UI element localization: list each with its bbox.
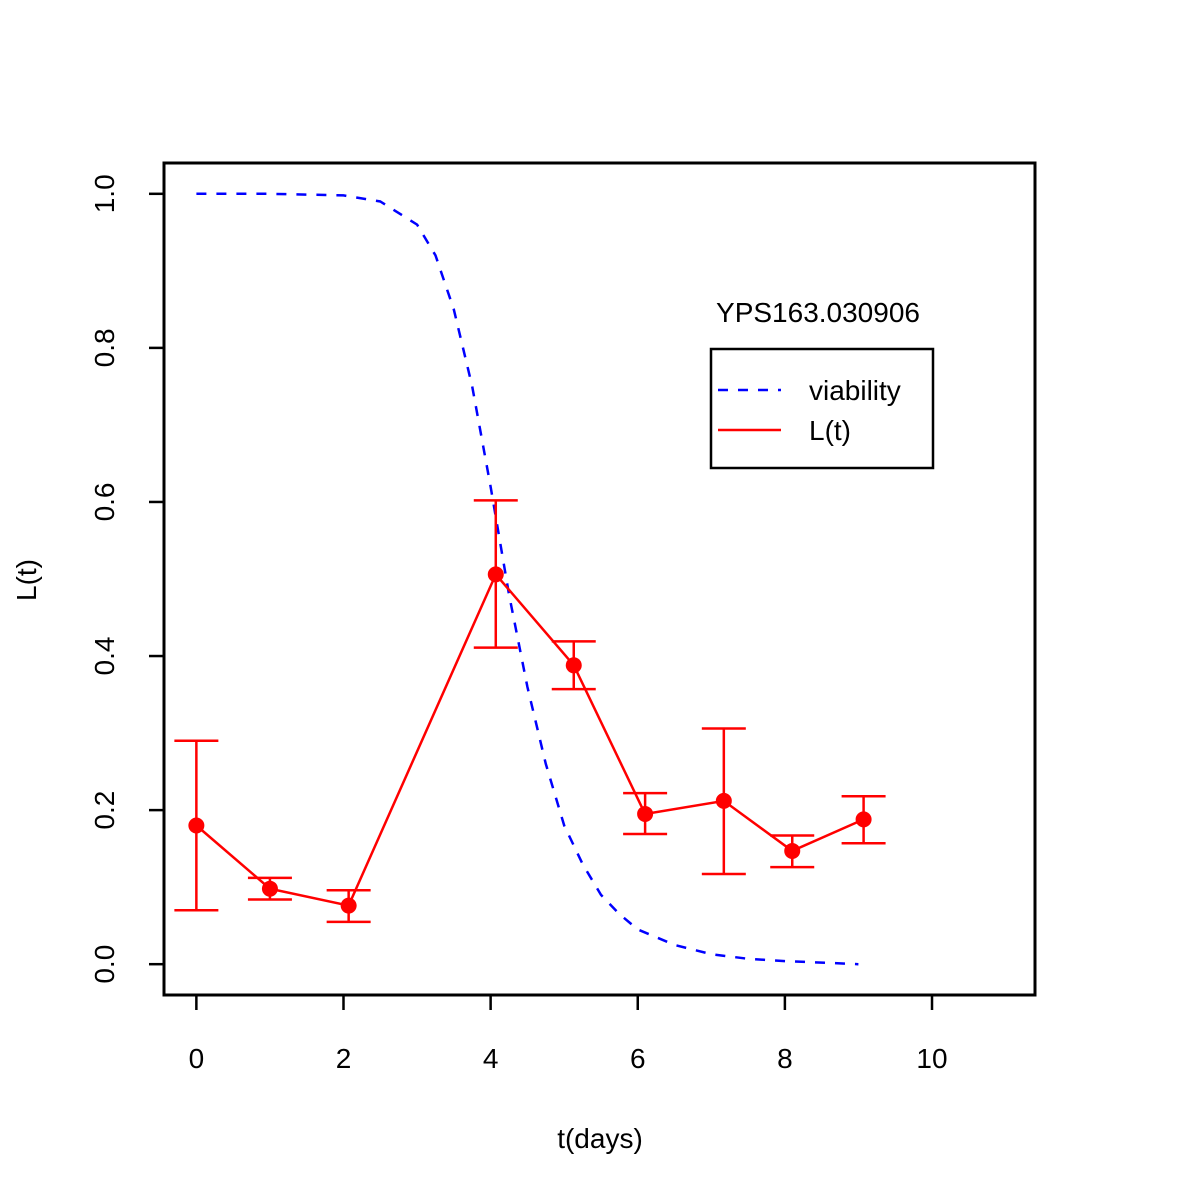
data-point <box>188 817 205 834</box>
series-lt <box>174 499 886 924</box>
data-point <box>487 566 504 583</box>
x-tick-label: 4 <box>483 1043 499 1074</box>
legend-box <box>709 347 935 470</box>
y-axis-title: L(t) <box>11 559 42 601</box>
legend-label-viability: viability <box>809 375 901 406</box>
x-tick-label: 10 <box>916 1043 947 1074</box>
y-tick-label: 0.6 <box>89 482 120 521</box>
annotation-label: YPS163.030906 <box>716 297 920 328</box>
series-viability <box>196 192 859 966</box>
viability-line <box>196 192 859 966</box>
y-tick-label: 0.8 <box>89 328 120 367</box>
data-point <box>565 657 582 674</box>
x-tick-label: 6 <box>630 1043 646 1074</box>
y-tick-label: 0.4 <box>89 637 120 676</box>
data-point <box>715 792 732 809</box>
y-axis: 0.0 0.2 0.4 0.6 0.8 1.0 <box>89 174 166 984</box>
y-tick-label: 0.2 <box>89 791 120 830</box>
data-point <box>855 811 872 828</box>
data-point <box>784 842 801 859</box>
legend: viability L(t) <box>709 347 935 470</box>
data-point <box>637 805 654 822</box>
data-point <box>340 897 357 914</box>
x-tick-label: 8 <box>777 1043 793 1074</box>
lt-line <box>195 572 865 908</box>
y-tick-label: 0.0 <box>89 945 120 984</box>
x-tick-label: 0 <box>189 1043 205 1074</box>
y-tick-label: 1.0 <box>89 174 120 213</box>
legend-label-lt: L(t) <box>809 415 851 446</box>
plot-frame <box>162 161 1037 997</box>
x-axis-title: t(days) <box>557 1123 643 1154</box>
x-tick-label: 2 <box>336 1043 352 1074</box>
series-layer <box>174 192 886 966</box>
data-point <box>261 880 278 897</box>
x-axis: 0 2 4 6 8 10 <box>189 993 948 1074</box>
